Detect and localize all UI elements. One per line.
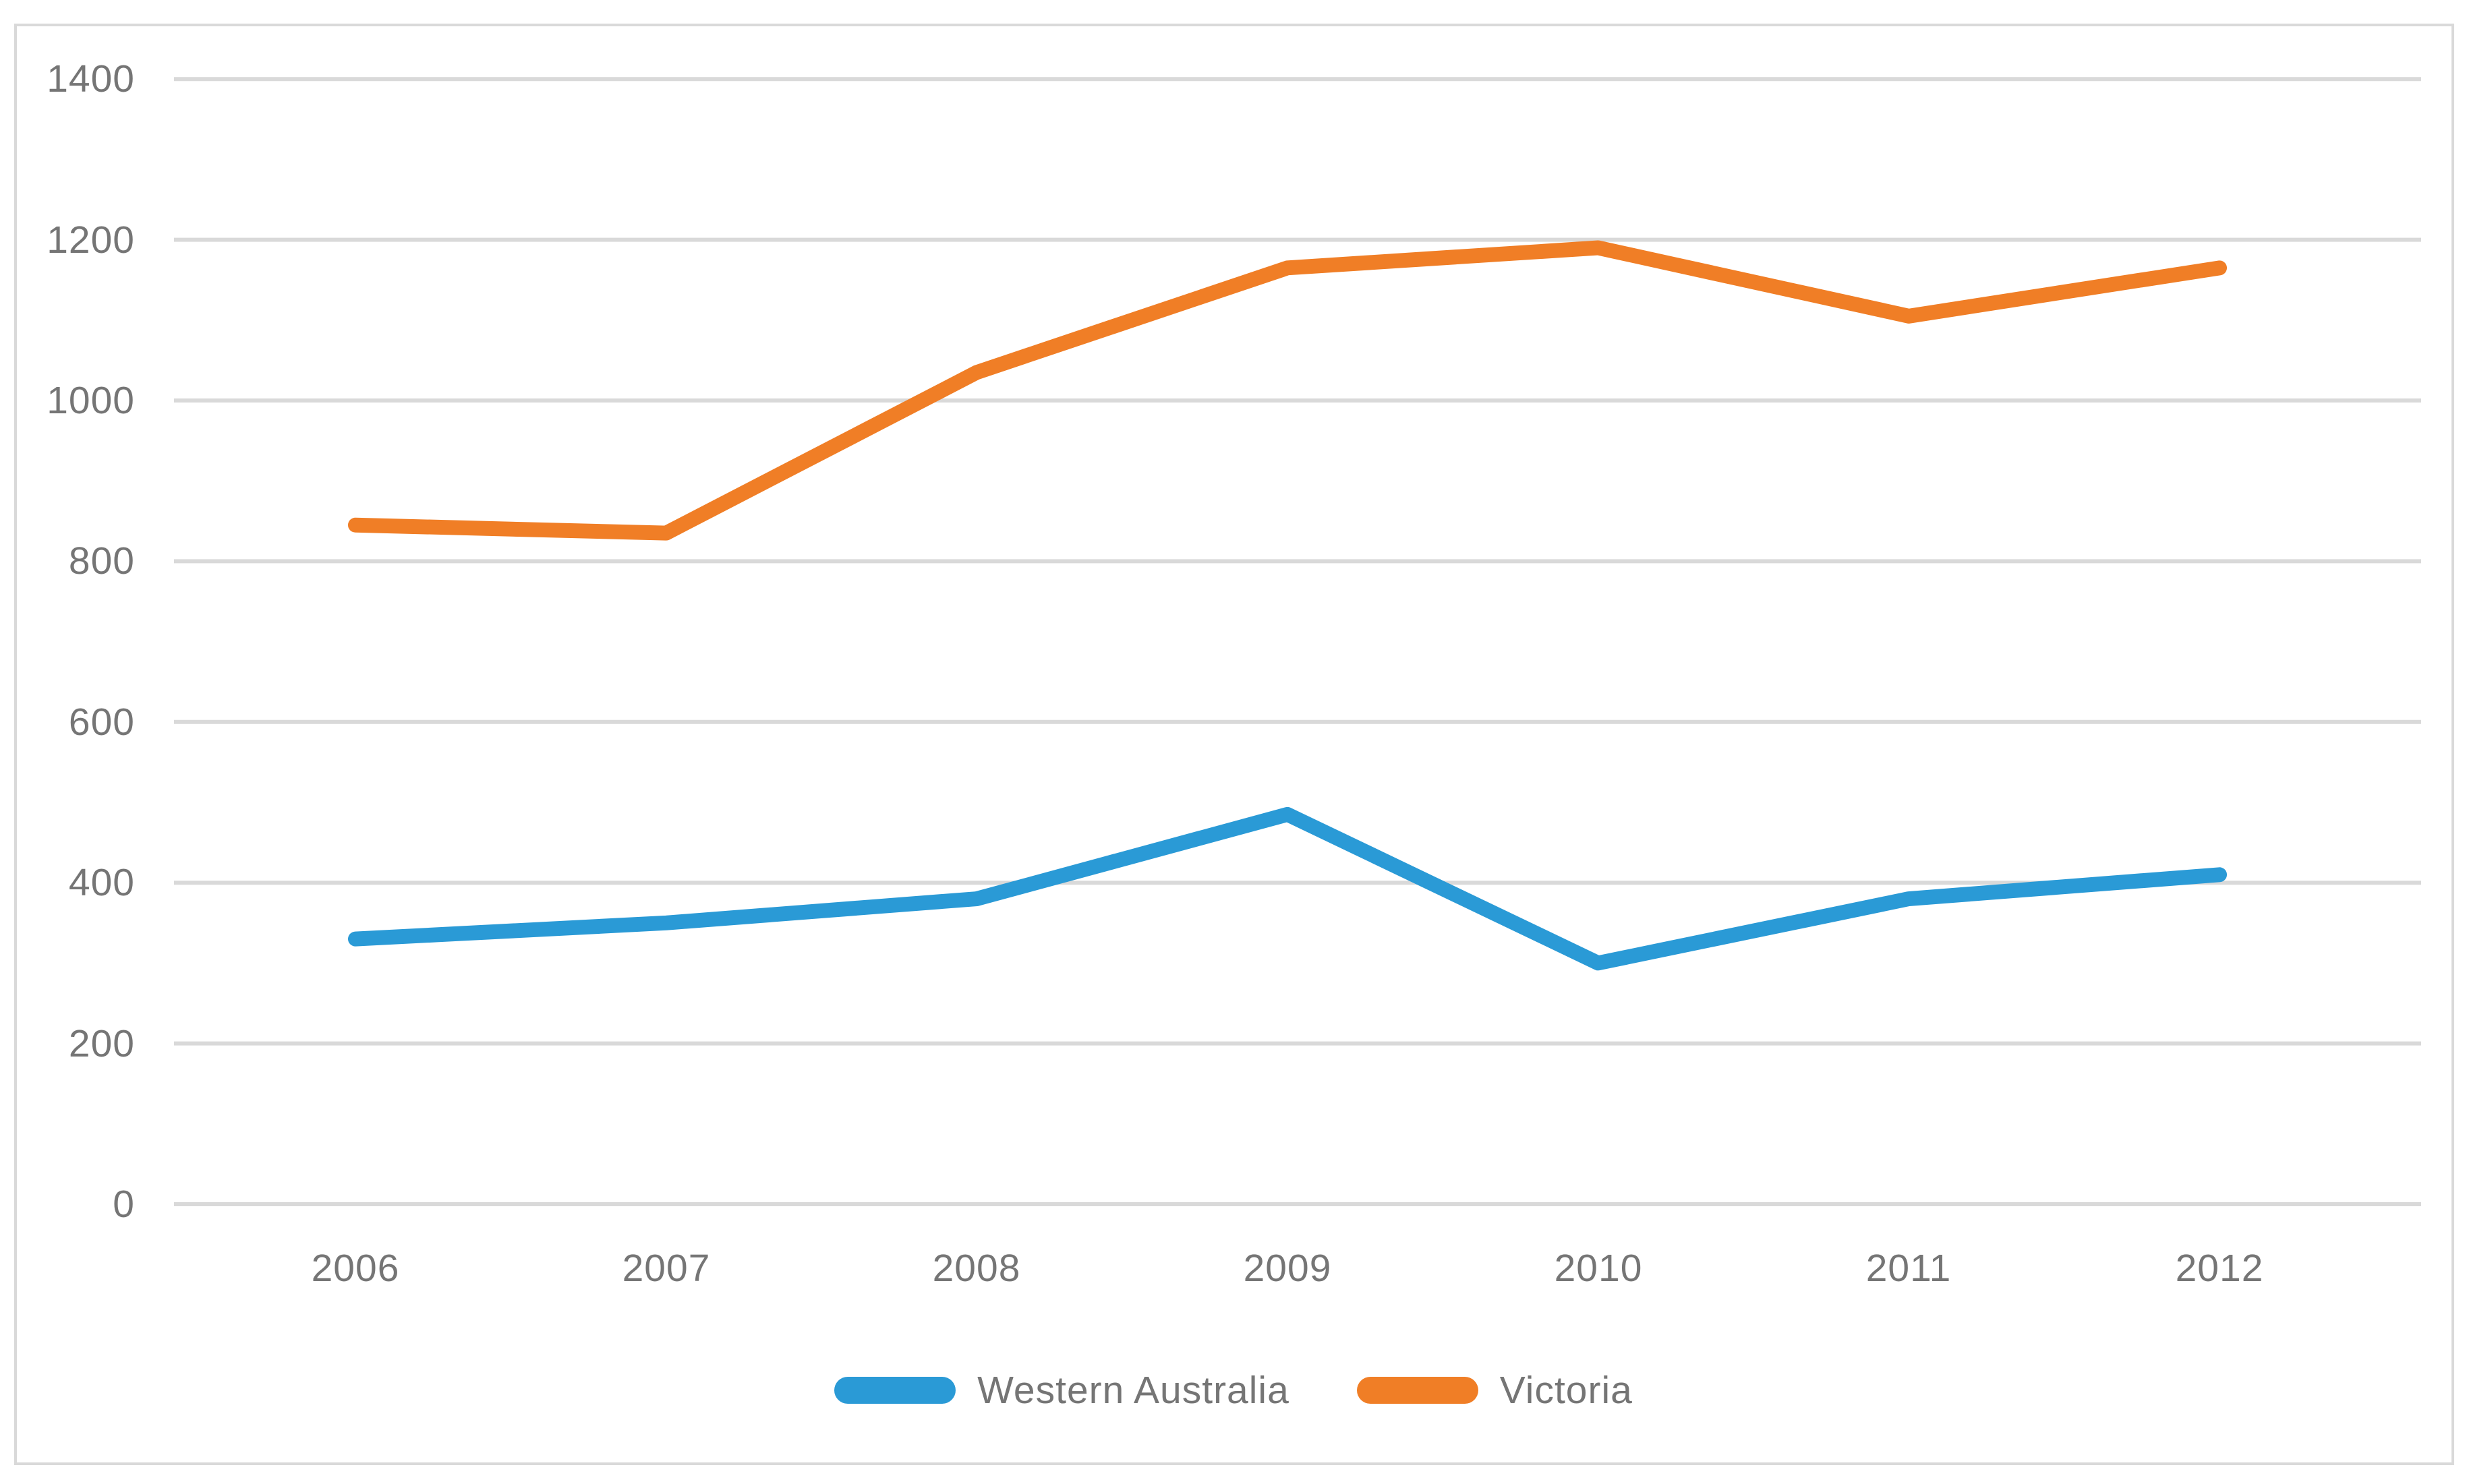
y-tick-label-1000: 1000 [47,379,135,422]
y-tick-label-1200: 1200 [47,218,135,262]
x-tick-label-2011: 2011 [1865,1247,1952,1290]
x-tick-label-2012: 2012 [2175,1247,2264,1290]
y-tick-label-800: 800 [68,539,135,583]
legend-item-victoria: Victoria [1356,1368,1633,1413]
chart-border-frame [14,24,2454,1465]
y-tick-label-1400: 1400 [47,57,135,100]
x-tick-label-2009: 2009 [1243,1247,1332,1290]
y-tick-label-400: 400 [68,861,135,904]
legend-swatch-western-australia [834,1377,956,1404]
y-tick-label-200: 200 [68,1022,135,1065]
y-tick-label-600: 600 [68,701,135,744]
legend-label-western-australia: Western Australia [977,1369,1289,1412]
legend-label-victoria: Victoria [1499,1369,1633,1412]
y-tick-label-0: 0 [113,1183,135,1226]
series-line-western-australia [348,806,2228,971]
legend-item-western-australia: Western Australia [834,1368,1289,1413]
series-line-victoria [348,240,2228,541]
x-tick-label-2007: 2007 [622,1247,711,1290]
x-tick-label-2010: 2010 [1554,1247,1643,1290]
x-tick-label-2008: 2008 [932,1247,1021,1290]
x-tick-label-2006: 2006 [311,1247,400,1290]
legend: Western Australia Victoria [0,1363,2467,1417]
legend-swatch-victoria [1356,1377,1478,1404]
